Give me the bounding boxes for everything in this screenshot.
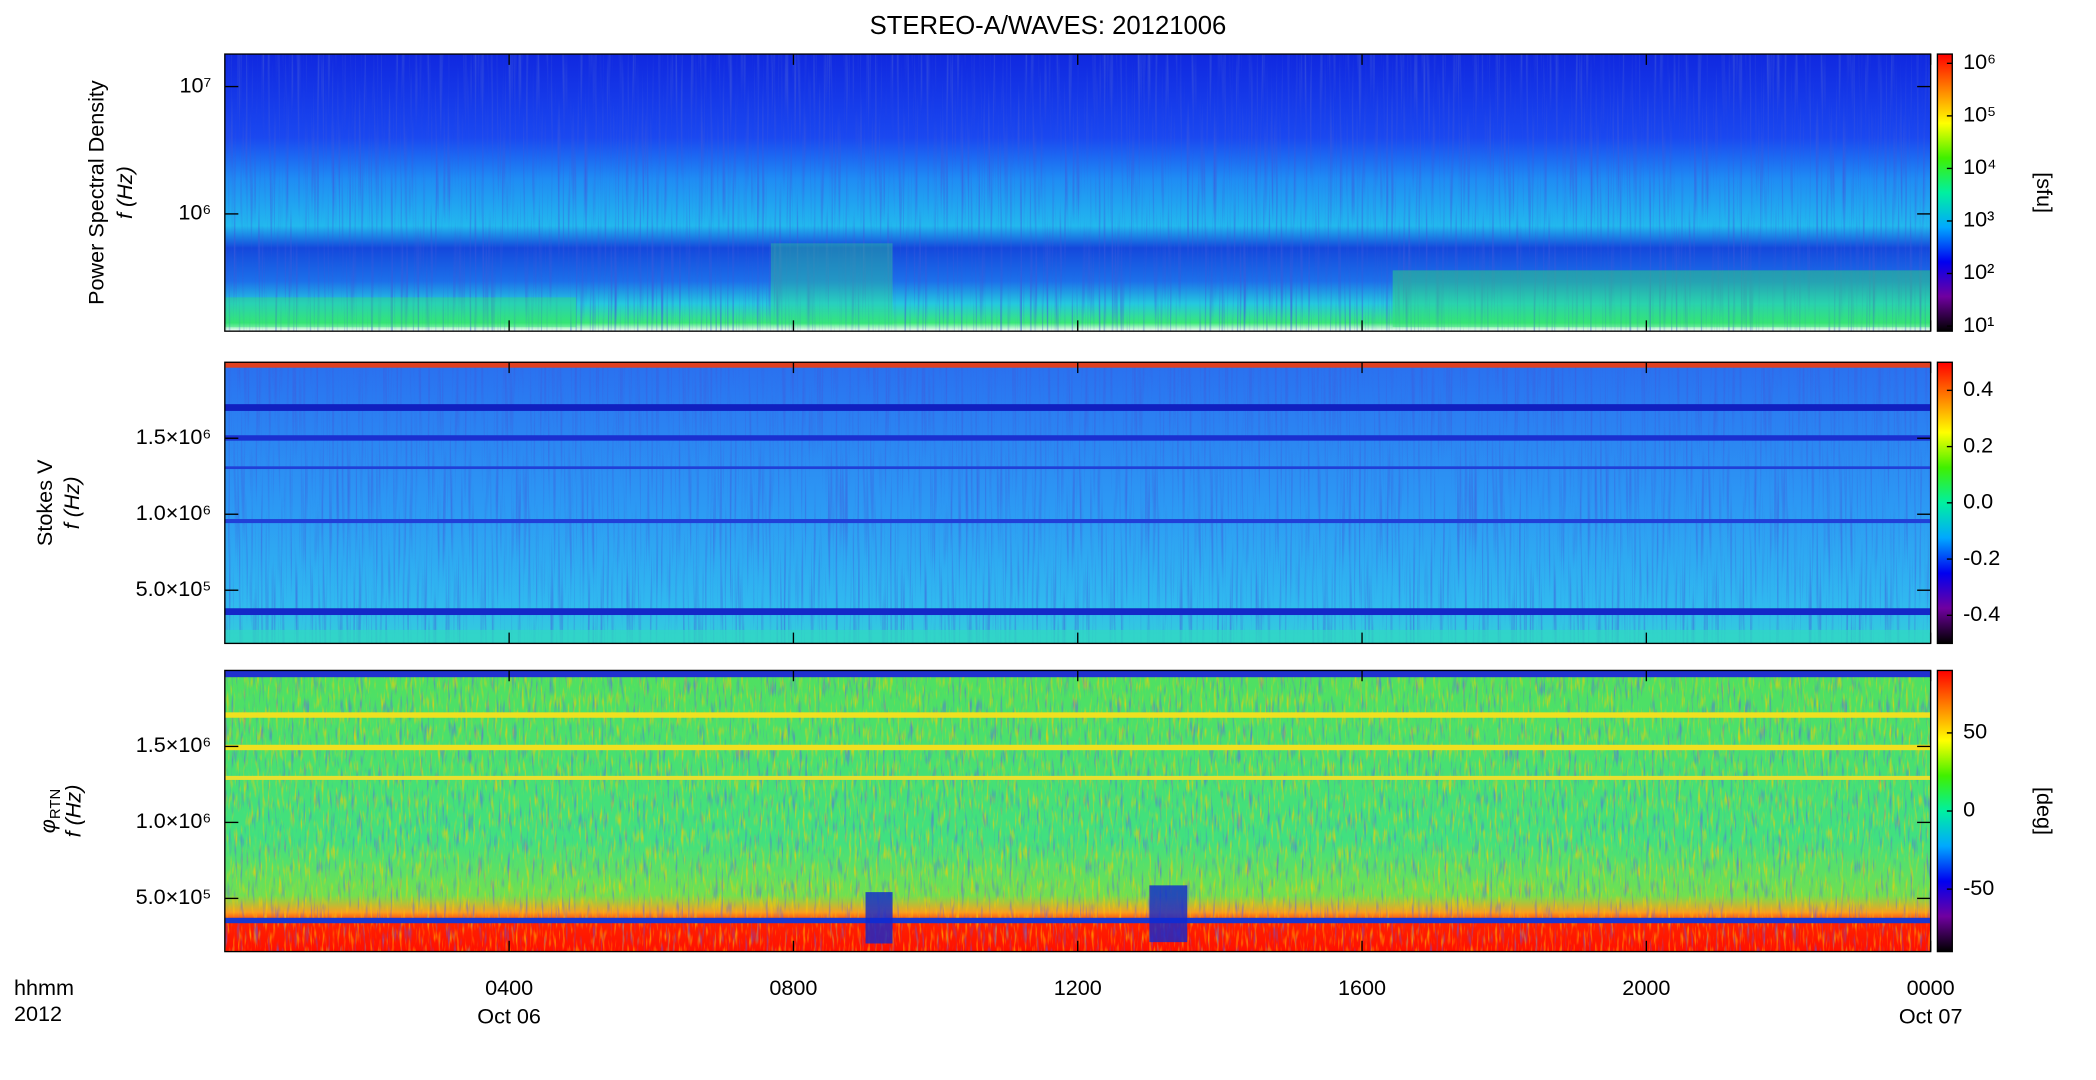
x-date-label: Oct 07 (1899, 1004, 1963, 1029)
colorbar-tick-label: -0.4 (1963, 601, 2000, 626)
y-tick-label: 1.0×10⁶ (136, 808, 212, 833)
x-axis-label: hhmm (14, 975, 74, 1000)
y-tick-label: 10⁶ (178, 200, 211, 225)
colorbar-tick-label: 10⁶ (1963, 49, 1996, 74)
y-tick-label: 5.0×10⁵ (136, 576, 212, 601)
y-axis-label-subscript: RTN (48, 789, 64, 819)
colorbar (1936, 53, 1953, 332)
spectrogram-image (224, 54, 1931, 332)
x-tick-label: 1600 (1338, 975, 1386, 1000)
x-tick-label: 1200 (1054, 975, 1102, 1000)
y-tick-label: 1.0×10⁶ (136, 500, 212, 525)
x-tick-label: 2000 (1622, 975, 1670, 1000)
y-tick-label: 1.5×10⁶ (136, 732, 212, 757)
colorbar-tick-label: 10² (1963, 259, 1994, 284)
colorbar-tick-label: 10³ (1963, 207, 1994, 232)
colorbar-tick-label: 10¹ (1963, 312, 1994, 337)
x-axis-label: 2012 (14, 1001, 62, 1026)
y-axis-label: f (Hz) (61, 785, 86, 838)
x-tick-label: 0800 (769, 975, 817, 1000)
colorbar-tick-label: 10⁵ (1963, 102, 1996, 127)
y-tick-label: 1.5×10⁶ (136, 424, 212, 449)
y-tick-label: 10⁷ (179, 72, 211, 97)
colorbar-tick-label: 0.4 (1963, 376, 1993, 401)
y-axis-label: f (Hz) (59, 476, 84, 529)
colorbar-tick-label: 50 (1963, 719, 1987, 744)
spectrogram-image (224, 670, 1931, 952)
y-axis-label: Power Spectral Density (83, 80, 108, 305)
colorbar-tick-label: 0.0 (1963, 489, 1993, 514)
x-date-label: Oct 06 (477, 1004, 541, 1029)
colorbar-tick-label: -0.2 (1963, 545, 2000, 570)
y-axis-label: Stokes V (32, 459, 57, 546)
y-axis-label: φRTN (35, 789, 64, 833)
y-tick-label: 5.0×10⁵ (136, 884, 212, 909)
y-axis-label-symbol: φ (35, 819, 60, 833)
x-tick-label: 0400 (485, 975, 533, 1000)
colorbar-label: [deg] (2032, 787, 2057, 835)
spectrogram-image (224, 362, 1931, 644)
colorbar-label: [sfu] (2032, 172, 2057, 213)
x-tick-label: 0000 (1907, 975, 1955, 1000)
colorbar-tick-label: 10⁴ (1963, 154, 1996, 179)
y-axis-label: f (Hz) (112, 166, 137, 219)
colorbar-tick-label: 0.2 (1963, 432, 1993, 457)
chart-title: STEREO-A/WAVES: 20121006 (870, 12, 1227, 40)
colorbar-tick-label: -50 (1963, 875, 1994, 900)
colorbar-tick-label: 0 (1963, 797, 1975, 822)
